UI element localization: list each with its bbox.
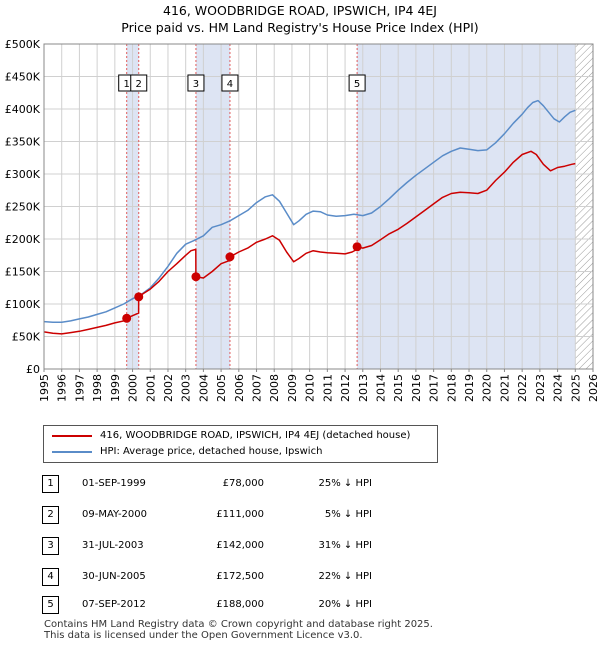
y-tick-label: £50K xyxy=(12,331,41,344)
plot-frame xyxy=(43,43,594,370)
x-tick-label: 2015 xyxy=(392,374,405,402)
sale-number: 2 xyxy=(42,506,59,524)
sale-hpi-diff: 31% ↓ HPI xyxy=(318,540,372,551)
y-tick-label: £300K xyxy=(5,168,41,181)
legend-swatch-property xyxy=(52,435,92,437)
sale-box-3 xyxy=(187,74,205,92)
sale-point-4 xyxy=(225,252,235,262)
sale-box-4 xyxy=(221,74,239,92)
sale-box-label-4: 4 xyxy=(227,79,233,90)
sale-point-3 xyxy=(191,272,201,282)
sale-number: 3 xyxy=(42,537,59,555)
legend: 416, WOODBRIDGE ROAD, IPSWICH, IP4 4EJ (… xyxy=(43,425,438,463)
x-tick-label: 1999 xyxy=(109,374,122,402)
footer: Contains HM Land Registry data © Crown c… xyxy=(44,619,433,641)
chart-title: 416, WOODBRIDGE ROAD, IPSWICH, IP4 4EJ xyxy=(163,3,437,18)
x-tick-label: 2014 xyxy=(374,374,387,402)
y-tick-label: £0 xyxy=(26,363,40,376)
sale-date: 09-MAY-2000 xyxy=(82,509,148,520)
x-tick-label: 2024 xyxy=(552,374,565,402)
x-tick-label: 2008 xyxy=(268,374,281,402)
sale-number: 5 xyxy=(42,596,59,614)
axes: £0 £50K £100K £150K £200K £250K £300K £350K £400… xyxy=(5,38,600,402)
sale-price: £111,000 xyxy=(216,509,264,520)
x-tick-label: 2002 xyxy=(162,374,175,402)
x-tick-label: 2020 xyxy=(481,374,494,402)
x-tick-label: 2009 xyxy=(286,374,299,402)
y-tick-label: £150K xyxy=(5,266,41,279)
sale-number: 4 xyxy=(42,568,59,586)
chart-subtitle: Price paid vs. HM Land Registry's House … xyxy=(121,20,479,35)
sale-number: 1 xyxy=(42,475,59,493)
sale-box-2 xyxy=(130,74,148,92)
sale-hpi-diff: 20% ↓ HPI xyxy=(318,599,372,610)
sale-date: 30-JUN-2005 xyxy=(82,571,146,582)
property-price-line xyxy=(43,150,576,335)
x-tick-label: 2005 xyxy=(215,374,228,402)
sale-points xyxy=(122,242,362,323)
x-tick-label: 2018 xyxy=(445,374,458,402)
x-tick-label: 1996 xyxy=(56,374,69,402)
sale-hpi-diff: 22% ↓ HPI xyxy=(318,571,372,582)
sale-date: 31-JUL-2003 xyxy=(82,540,144,551)
x-tick-label: 2007 xyxy=(251,374,264,402)
x-tick-label: 2022 xyxy=(516,374,529,402)
y-tick-label: £350K xyxy=(5,136,41,149)
sale-box-label-5: 5 xyxy=(354,79,360,90)
legend-label-property: 416, WOODBRIDGE ROAD, IPSWICH, IP4 4EJ (… xyxy=(100,430,411,441)
sale-point-1 xyxy=(122,313,132,323)
sale-box-label-1: 1 xyxy=(124,79,130,90)
x-tick-label: 1997 xyxy=(73,374,86,402)
legend-swatch-hpi xyxy=(52,451,92,453)
y-tick-label: £500K xyxy=(5,38,41,51)
x-tick-label: 2023 xyxy=(534,374,547,402)
x-tick-label: 2011 xyxy=(321,374,334,402)
sale-point-5 xyxy=(352,242,362,252)
y-tick-label: £200K xyxy=(5,233,41,246)
sale-date: 01-SEP-1999 xyxy=(82,478,146,489)
x-tick-label: 2019 xyxy=(463,374,476,402)
x-tick-label: 2016 xyxy=(410,374,423,402)
legend-label-hpi: HPI: Average price, detached house, Ipsw… xyxy=(100,446,323,457)
x-tick-label: 1995 xyxy=(38,374,51,402)
sale-hpi-diff: 5% ↓ HPI xyxy=(324,509,372,520)
x-tick-label: 2004 xyxy=(197,374,210,402)
sale-price: £188,000 xyxy=(216,599,264,610)
x-tick-label: 2006 xyxy=(233,374,246,402)
sale-point-2 xyxy=(134,292,144,302)
sale-hpi-diff: 25% ↓ HPI xyxy=(318,478,372,489)
sale-price: £78,000 xyxy=(222,478,264,489)
y-tick-label: £400K xyxy=(5,103,41,116)
sale-price: £142,000 xyxy=(216,540,264,551)
sale-box-label-2: 2 xyxy=(136,79,142,90)
sale-box-5 xyxy=(348,74,366,92)
x-tick-label: 2021 xyxy=(498,374,511,402)
x-tick-label: 1998 xyxy=(91,374,104,402)
x-tick-label: 2000 xyxy=(127,374,140,402)
x-tick-label: 2013 xyxy=(357,374,370,402)
sale-price: £172,500 xyxy=(216,571,264,582)
x-tick-label: 2010 xyxy=(304,374,317,402)
y-tick-label: £250K xyxy=(5,201,41,214)
y-tick-label: £450K xyxy=(5,71,41,84)
x-tick-label: 2001 xyxy=(144,374,157,402)
x-tick-label: 2012 xyxy=(339,374,352,402)
footer-copyright: Contains HM Land Registry data © Crown c… xyxy=(44,619,433,630)
sale-box-label-3: 3 xyxy=(193,79,199,90)
x-tick-label: 2003 xyxy=(180,374,193,402)
x-tick-label: 2025 xyxy=(569,374,582,402)
footer-licence: This data is licensed under the Open Gov… xyxy=(44,630,363,641)
y-tick-label: £100K xyxy=(5,298,41,311)
x-tick-label: 2017 xyxy=(428,374,441,402)
x-tick-label: 2026 xyxy=(587,374,600,402)
sale-date: 07-SEP-2012 xyxy=(82,599,146,610)
